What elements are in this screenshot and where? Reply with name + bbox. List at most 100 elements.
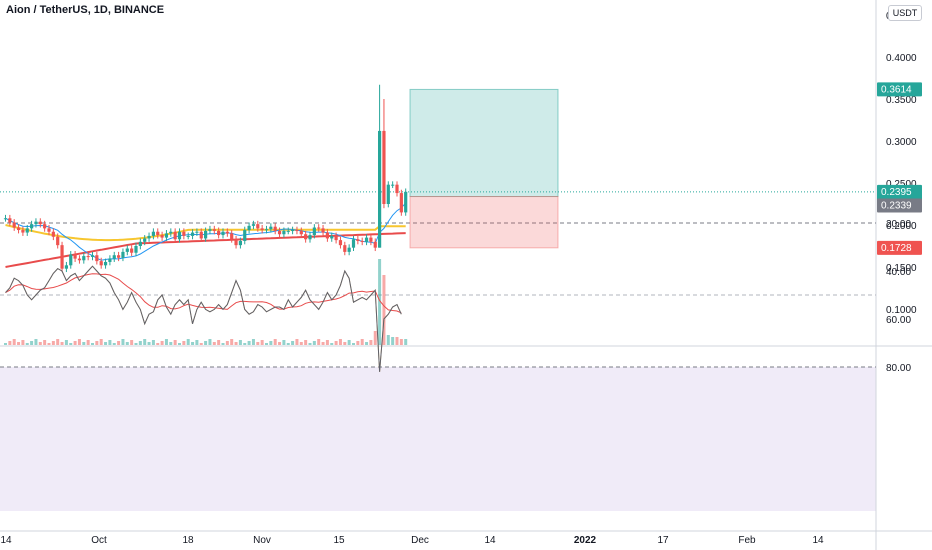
rsi-signal-line [5, 273, 402, 314]
candle-body [391, 184, 395, 186]
volume-bar [125, 342, 129, 345]
last-price-badge-text: 0.2395 [881, 187, 912, 198]
stop-price-badge-text: 0.1728 [881, 243, 912, 254]
candle-body [304, 234, 308, 240]
volume-bar [82, 342, 86, 345]
volume-bar [8, 341, 12, 345]
entry-price-badge [877, 198, 922, 213]
candle-body [169, 231, 173, 234]
candle-body [295, 230, 299, 232]
volume-bar [4, 343, 7, 345]
volume-bar [382, 275, 386, 345]
candle-body [221, 231, 225, 236]
target-price-badge [877, 82, 922, 97]
date-tick-label: Oct [91, 535, 107, 546]
volume-bar [212, 342, 216, 345]
volume-bar [312, 341, 316, 345]
candle-body [125, 248, 129, 252]
volume-bar [12, 339, 16, 345]
candle-body [51, 231, 55, 237]
candle-body [73, 254, 77, 259]
date-tick-label: 14 [484, 535, 496, 546]
volume-bar [130, 340, 134, 345]
candle-body [47, 228, 51, 232]
volume-bar [30, 341, 34, 345]
volume-bar [243, 343, 247, 345]
volume-bar [325, 340, 329, 345]
volume-bar [295, 339, 299, 345]
rsi-tick-label: 80.00 [886, 363, 911, 374]
candle-body [182, 231, 186, 236]
volume-bar [73, 341, 77, 345]
volume-bar [151, 340, 155, 345]
candle-body [151, 231, 155, 236]
candle-body [330, 235, 334, 239]
rsi-tick-label: 20.00 [886, 219, 911, 230]
volume-bar [278, 342, 282, 345]
candle-body [343, 245, 347, 252]
candle-body [8, 218, 12, 223]
volume-bar [308, 343, 312, 345]
candle-body [286, 230, 290, 232]
candle-body [356, 239, 360, 241]
volume-bar [25, 343, 29, 345]
date-tick-label: 15 [333, 535, 345, 546]
candle-body [38, 221, 42, 225]
volume-bars [4, 259, 408, 345]
entry-price-badge-text: 0.2339 [881, 201, 912, 212]
date-tick-label: 18 [182, 535, 194, 546]
candle-body [156, 231, 160, 236]
candle-body [338, 240, 343, 246]
candle-body [256, 224, 260, 229]
volume-bar [273, 339, 277, 345]
candle-body [160, 235, 164, 238]
candle-body [103, 261, 108, 266]
candle-body [334, 235, 338, 241]
volume-bar [156, 343, 160, 345]
candle-body [60, 245, 64, 269]
volume-bar [121, 339, 125, 345]
candle-body [21, 230, 25, 233]
candle-body [395, 184, 399, 194]
price-tick-label: 0.3000 [886, 137, 917, 148]
volume-bar [304, 340, 308, 345]
candle-body [95, 255, 99, 262]
date-tick-label: Nov [253, 535, 271, 546]
volume-bar [47, 343, 51, 345]
volume-bar [104, 342, 108, 345]
date-tick-label: Dec [411, 535, 429, 546]
profit-zone[interactable] [409, 88, 559, 198]
volume-bar [291, 341, 295, 345]
date-tick-label: Feb [738, 535, 756, 546]
candle-body [247, 225, 251, 231]
rsi-band [0, 367, 876, 511]
date-tick-label: 17 [657, 535, 669, 546]
volume-bar [182, 341, 186, 345]
candle-body [277, 230, 282, 235]
stop-zone[interactable] [409, 196, 559, 249]
candle-body [130, 248, 134, 253]
volume-bar [56, 339, 60, 345]
price-tick-label: 0.2000 [886, 221, 917, 232]
candle-body [299, 230, 303, 235]
candle-body [243, 230, 247, 241]
date-tick-label: 14 [0, 535, 12, 546]
candle-body [82, 256, 86, 261]
candle-body [117, 255, 121, 258]
candle-body [3, 218, 8, 220]
rsi-tick-label: 60.00 [886, 315, 911, 326]
candle-body [34, 221, 38, 225]
volume-bar [117, 341, 121, 345]
volume-bar [360, 339, 364, 345]
currency-unit-button[interactable]: USDT [888, 5, 922, 21]
candle-body [321, 228, 325, 233]
candle-body [347, 247, 351, 252]
candle-body [234, 239, 238, 246]
volume-bar [338, 339, 342, 345]
volume-bar [399, 339, 403, 345]
candle-body [77, 258, 82, 261]
candle-body [291, 230, 295, 232]
candle-body [382, 130, 386, 204]
volume-bar [334, 341, 338, 345]
